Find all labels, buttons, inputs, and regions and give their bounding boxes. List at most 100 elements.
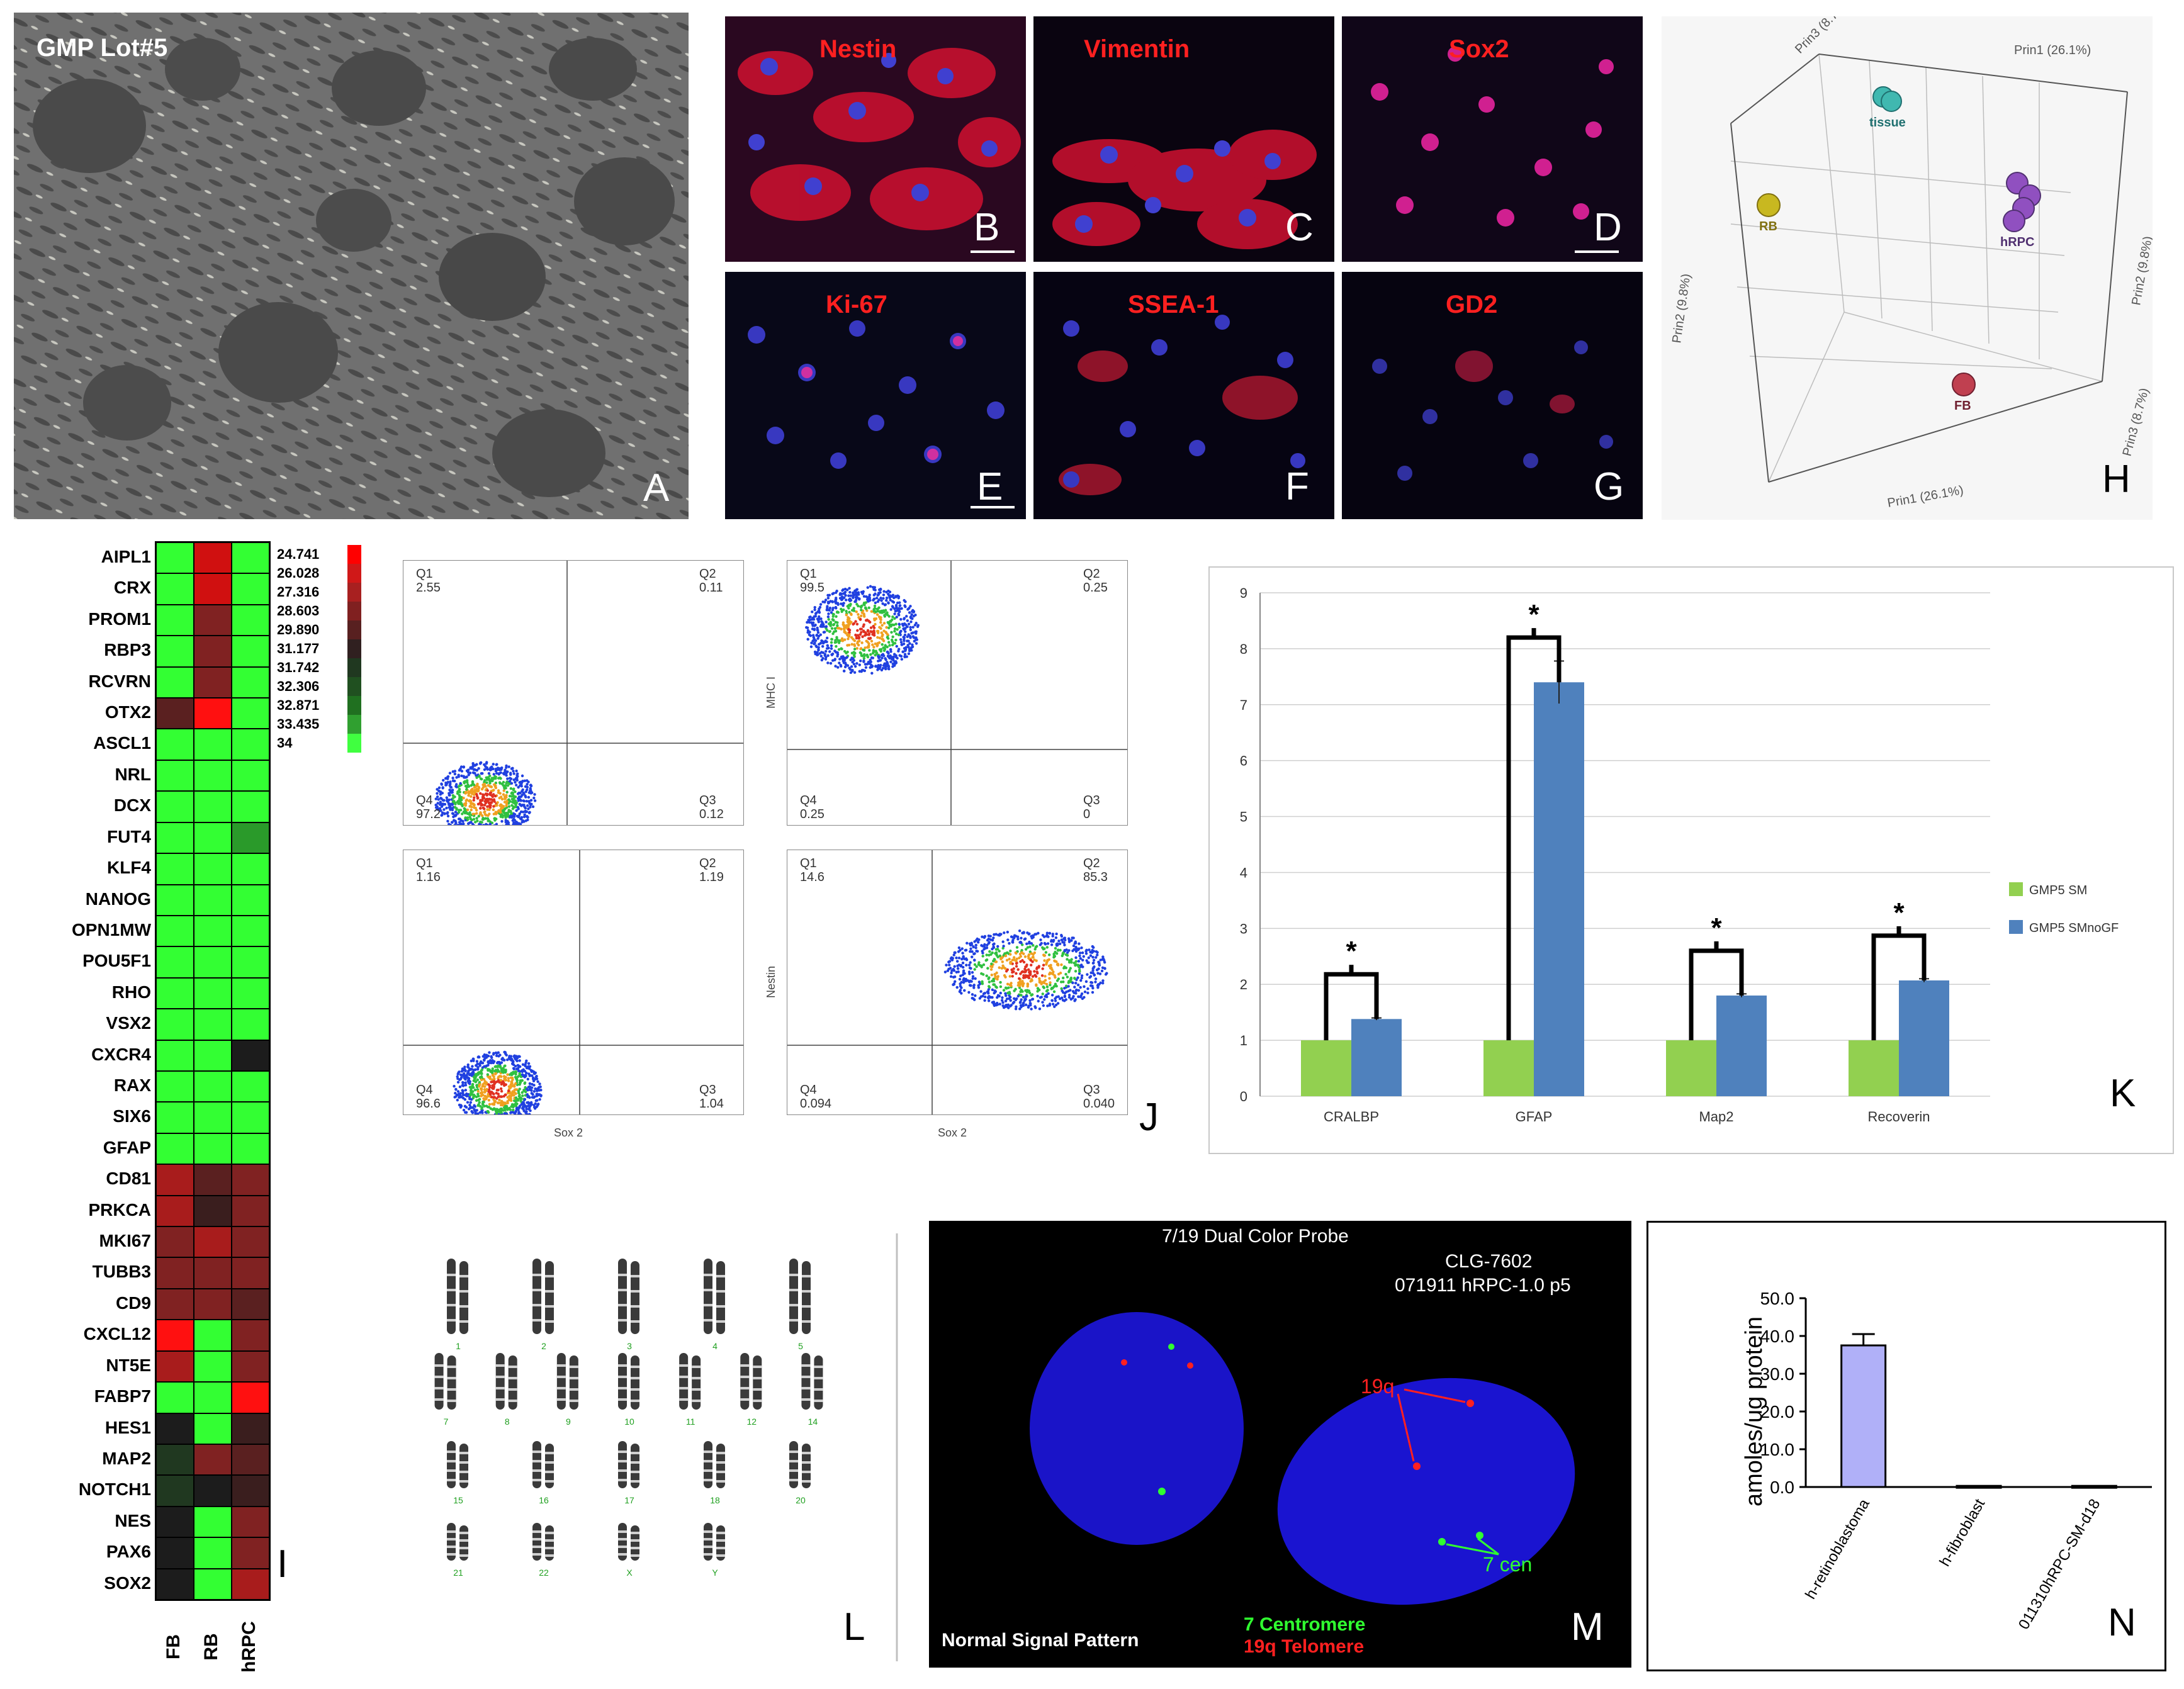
axis-label-prin2-right: Prin2 (9.8%) — [2129, 235, 2153, 306]
scale-bar — [971, 506, 1015, 508]
scale-bar — [1575, 250, 1619, 253]
chromosome-pair — [618, 1353, 639, 1410]
gene-label: RBP3 — [104, 640, 151, 660]
legend-entry: 29.890 — [277, 620, 365, 639]
legend-swatch — [347, 620, 361, 639]
chromosome-pair — [801, 1353, 823, 1410]
flow-plot: Q1 2.55 Q2 0.11 Q4 97.2 Q3 0.12 — [403, 560, 744, 839]
heatmap-cell — [194, 1568, 232, 1600]
panel-letter-f: F — [1285, 465, 1309, 508]
if-image-e — [725, 272, 1026, 519]
heatmap-cell — [194, 791, 232, 822]
gene-label: PROM1 — [88, 609, 151, 629]
gene-label: NOTCH1 — [78, 1479, 151, 1500]
quadrant-label: Q3 1.04 — [699, 1083, 724, 1111]
quadrant-label: Q4 0.094 — [800, 1083, 832, 1111]
bar — [1956, 1484, 2002, 1489]
ylabel: amoles/ug protein — [1741, 1316, 1767, 1507]
heatmap-cell — [194, 1537, 232, 1569]
gene-label: POU5F1 — [82, 951, 151, 971]
ytick-label: 10.0 — [1760, 1440, 1795, 1459]
panel-l-karyotype: 1 2 3 4 5 7 8 9 10 11 12 14 15 16 17 18 20 21 22 X Y L — [390, 1227, 913, 1668]
gene-label: TUBB3 — [92, 1262, 151, 1282]
bar-sm — [1483, 1040, 1534, 1096]
chromosome-pair — [447, 1441, 468, 1488]
pca-point-fb — [1952, 373, 1976, 396]
marker-label-vimentin: Vimentin — [1084, 35, 1190, 63]
nucleus-left — [1030, 1312, 1244, 1545]
heatmap-cell — [194, 1444, 232, 1476]
heatmap-cell — [194, 1288, 232, 1320]
gene-label: PAX6 — [106, 1542, 151, 1562]
heatmap-cell — [156, 822, 194, 854]
ytick-label: 20.0 — [1760, 1402, 1795, 1422]
flow-plot: Q1 99.5 Q2 0.25 Q4 0.25 Q3 0 — [787, 560, 1128, 826]
chromosome-label: Y — [712, 1568, 718, 1578]
quadrant-label: Q4 96.6 — [416, 1083, 441, 1111]
gene-label: NES — [115, 1510, 151, 1530]
chromosome-pair — [740, 1353, 762, 1410]
panel-letter-h: H — [2102, 457, 2131, 501]
ytick-label: 3 — [1240, 921, 1247, 936]
significance-star: * — [1346, 936, 1357, 967]
chromosome-label: 11 — [686, 1417, 695, 1427]
heatmap-cell — [194, 853, 232, 885]
heatmap-cell — [156, 1071, 194, 1103]
ytick-label: 7 — [1240, 697, 1247, 713]
panel-letter-e: E — [977, 465, 1003, 508]
heatmap-cell — [194, 822, 232, 854]
flow-plot: Q1 14.6 Q2 85.3 Q4 0.094 Q3 0.040 — [787, 850, 1128, 1115]
column-label: hRPC — [239, 1621, 259, 1673]
fish-id1: CLG-7602 — [1445, 1251, 1533, 1272]
marker-label-sox2: Sox2 — [1449, 35, 1509, 63]
heatmap-cell — [194, 1413, 232, 1444]
panel-b-nestin: Nestin B — [725, 16, 1026, 262]
heatmap-cell — [194, 1133, 232, 1165]
heatmap-cell — [232, 573, 269, 605]
heatmap-cell — [156, 884, 194, 916]
chromosome-pair — [618, 1523, 639, 1561]
quadrant-label: Q1 2.55 — [416, 567, 441, 595]
heatmap-cell — [156, 1226, 194, 1258]
panel-letter-m: M — [1571, 1605, 1604, 1649]
fish-label-19q: 19q — [1361, 1375, 1395, 1398]
heatmap-cell — [194, 666, 232, 699]
gene-label: RCVRN — [88, 671, 151, 691]
if-image-f — [1033, 272, 1334, 519]
significance-star: * — [1893, 897, 1905, 928]
chromosome-label: 14 — [808, 1417, 818, 1427]
heatmap-cell — [156, 1506, 194, 1538]
ytick-label: 0.0 — [1770, 1478, 1794, 1497]
legend-swatch — [347, 564, 361, 583]
ytick-label: 1 — [1240, 1033, 1247, 1048]
fish-image — [1030, 1312, 1575, 1605]
heatmap-cell — [194, 1040, 232, 1071]
heatmap-cell — [232, 853, 269, 885]
pca-point-rb — [1757, 193, 1781, 217]
legend-entry: 28.603 — [277, 602, 365, 620]
legend-entry: 31.742 — [277, 658, 365, 677]
significance-star: * — [1711, 912, 1722, 943]
legend-swatch — [347, 583, 361, 602]
chromosome-label: 1 — [456, 1341, 461, 1351]
heatmap-cell — [156, 1568, 194, 1600]
chromosome-label: 10 — [624, 1417, 634, 1427]
heatmap-cell — [194, 1350, 232, 1383]
heatmap-cell — [156, 915, 194, 947]
heatmap-cell — [232, 760, 269, 792]
heatmap-cell — [194, 1475, 232, 1507]
chromosome-pair — [532, 1441, 554, 1488]
quadrant-label: Q2 85.3 — [1083, 856, 1108, 884]
panel-a-title: GMP Lot#5 — [37, 34, 168, 62]
gene-label: KLF4 — [107, 858, 151, 878]
column-label: FB — [163, 1634, 184, 1659]
bar-smnogf — [1534, 682, 1584, 1096]
chromosome-pair — [789, 1441, 811, 1488]
quadrant-label: Q2 1.19 — [699, 856, 724, 884]
heatmap-cell — [232, 604, 269, 636]
heatmap-cell — [232, 1382, 269, 1413]
bar-sm — [1301, 1040, 1351, 1096]
gene-label: DCX — [113, 795, 151, 816]
heatmap-cell — [232, 729, 269, 760]
gene-label: VSX2 — [106, 1013, 151, 1033]
